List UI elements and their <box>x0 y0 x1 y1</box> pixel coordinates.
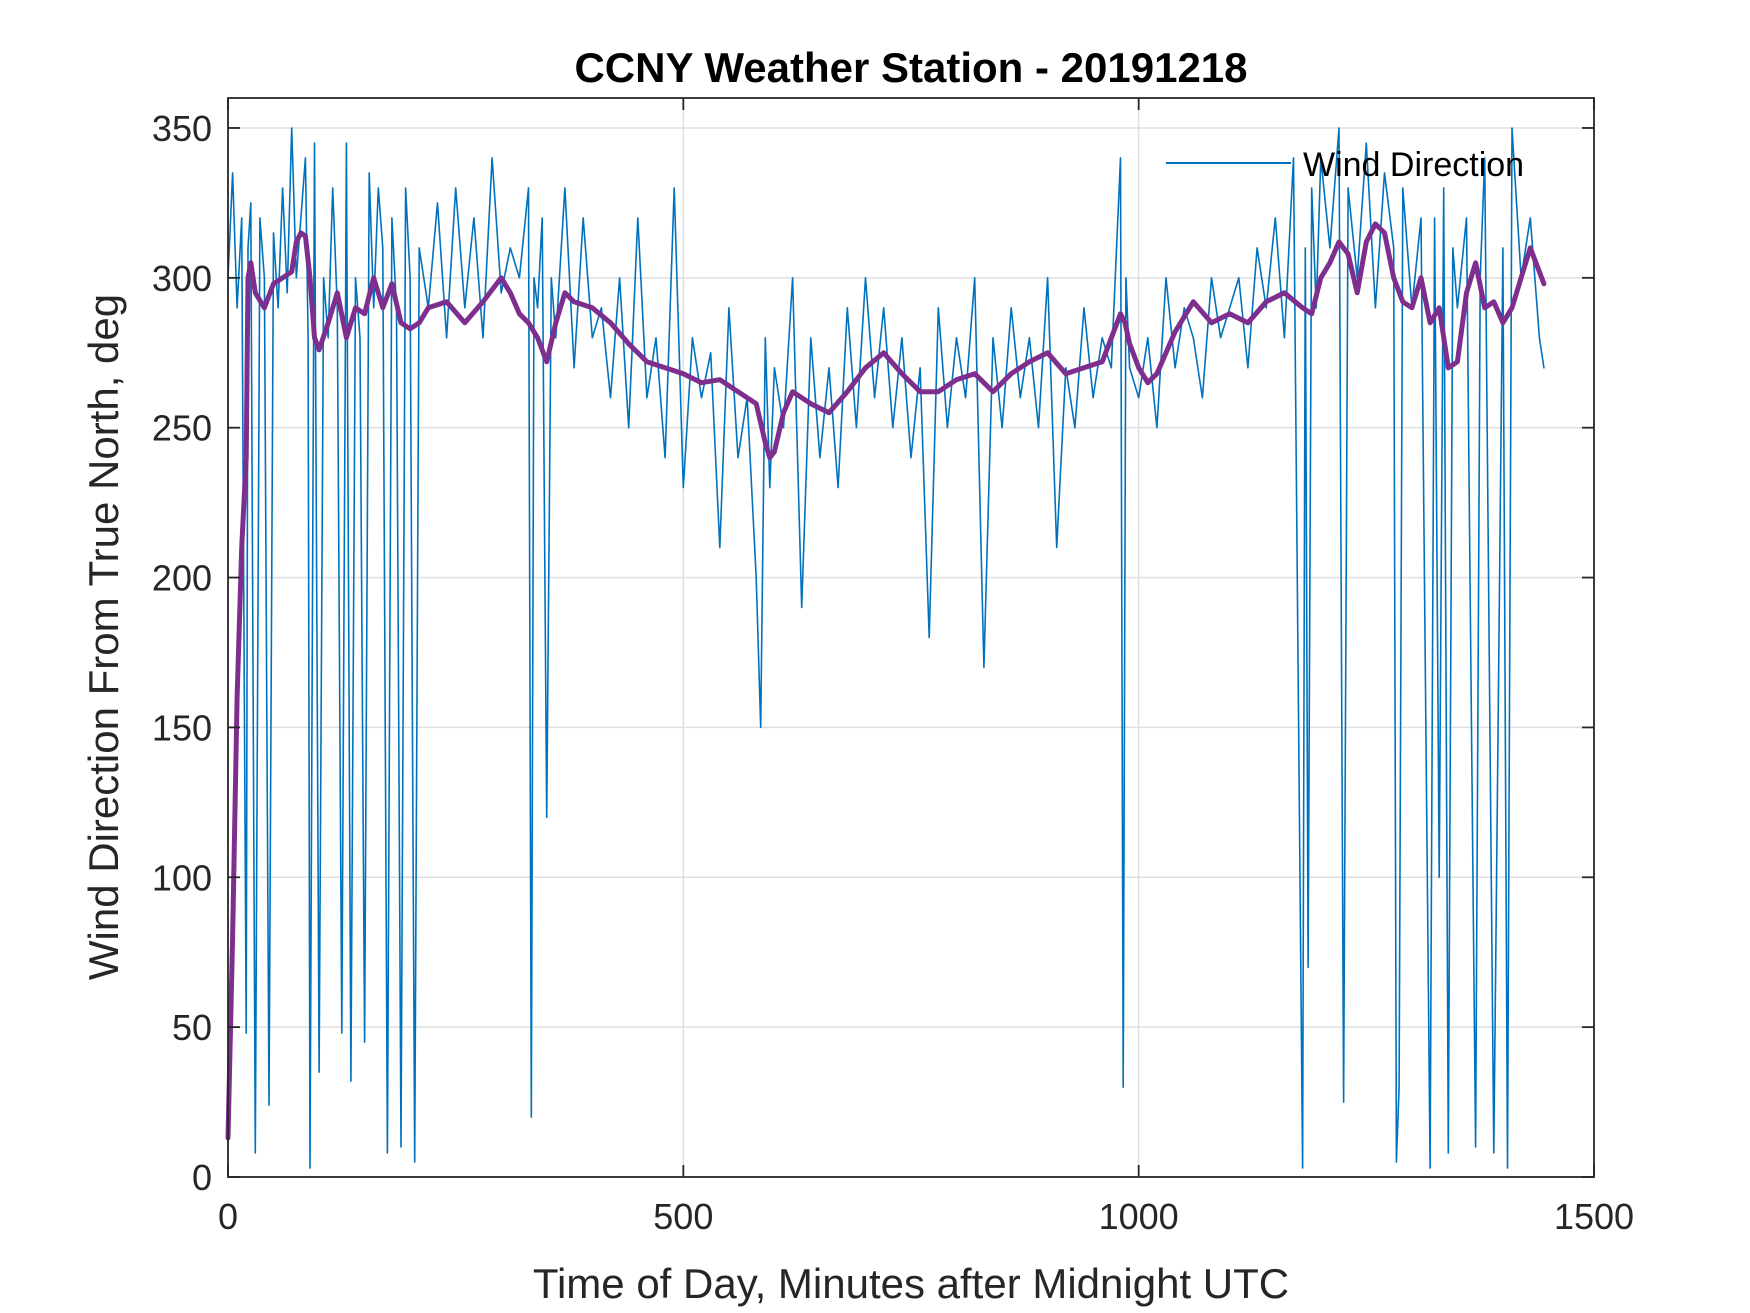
plot-frame <box>227 97 1595 1178</box>
series-line-wind-direction <box>227 127 1545 1169</box>
series-layer <box>225 127 1547 1169</box>
chart-title: CCNY Weather Station - 20191218 <box>574 44 1247 91</box>
x-tick-label-1000: 1000 <box>1099 1196 1179 1237</box>
y-tick-label-50: 50 <box>172 1007 212 1048</box>
y-tick-label-0: 0 <box>192 1157 212 1198</box>
legend-label-wind-direction: Wind Direction <box>1303 146 1524 184</box>
y-tick-label-250: 250 <box>152 408 212 449</box>
series-line-moving-average <box>225 221 1547 1141</box>
y-tick-label-100: 100 <box>152 857 212 898</box>
y-axis-label: Wind Direction From True North, deg <box>80 294 127 980</box>
x-tick-label-0: 0 <box>218 1196 238 1237</box>
y-tick-label-350: 350 <box>152 108 212 149</box>
y-tick-label-300: 300 <box>152 258 212 299</box>
x-axis-label: Time of Day, Minutes after Midnight UTC <box>533 1260 1289 1307</box>
x-tick-label-500: 500 <box>653 1196 713 1237</box>
y-tick-label-200: 200 <box>152 558 212 599</box>
y-tick-label-150: 150 <box>152 707 212 748</box>
legend: Wind Direction <box>1166 146 1524 184</box>
grid-lines <box>228 98 1594 1177</box>
x-tick-label-1500: 1500 <box>1554 1196 1634 1237</box>
axis-ticks: 0 500 1000 1500 0 50 100 150 200 250 300 350 <box>152 98 1634 1237</box>
